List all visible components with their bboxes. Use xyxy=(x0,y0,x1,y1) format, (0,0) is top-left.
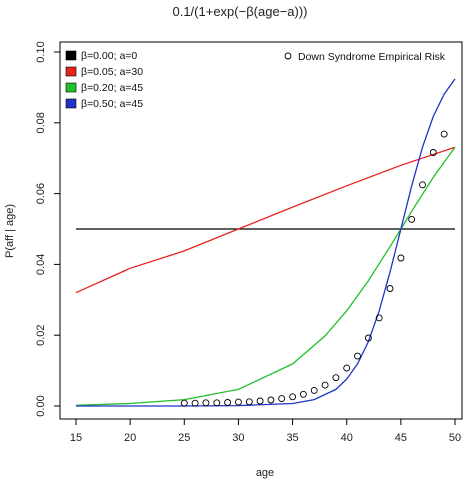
legend-swatch-1 xyxy=(65,66,77,77)
y-tick-label: 0.06 xyxy=(35,183,47,204)
y-axis-label: P(aff | age) xyxy=(4,204,16,258)
x-tick-label: 40 xyxy=(341,432,353,444)
x-tick-label: 50 xyxy=(449,432,461,444)
empirical-point xyxy=(419,181,426,189)
y-tick-label: 0.08 xyxy=(35,112,47,133)
empirical-point xyxy=(289,393,297,401)
x-axis: 15 20 25 30 35 40 45 50 xyxy=(70,418,461,444)
empirical-point xyxy=(354,352,361,360)
legend-point-marker xyxy=(284,52,292,60)
empirical-point xyxy=(321,381,329,389)
empirical-point xyxy=(234,398,242,406)
x-tick-label: 30 xyxy=(232,432,244,444)
series-layer xyxy=(75,78,456,407)
empirical-point xyxy=(299,390,307,398)
series-line-1 xyxy=(75,146,456,294)
y-tick-label: 0.00 xyxy=(35,395,47,416)
points-layer xyxy=(180,130,448,407)
empirical-point xyxy=(408,215,416,223)
x-tick-label: 35 xyxy=(286,432,298,444)
y-tick-label: 0.10 xyxy=(35,41,47,62)
x-tick-label: 20 xyxy=(124,432,136,444)
empirical-point xyxy=(180,399,188,407)
legend-label-1: β=0.05; a=30 xyxy=(81,66,143,78)
y-axis: 0.00 0.02 0.04 0.06 0.08 0.10 xyxy=(35,41,61,417)
legend-label-3: β=0.50; a=45 xyxy=(81,98,143,110)
empirical-point xyxy=(278,395,286,403)
series-line-2 xyxy=(75,146,456,406)
empirical-point xyxy=(397,254,405,262)
empirical-point xyxy=(310,386,318,394)
empirical-point xyxy=(191,399,199,407)
y-tick-label: 0.02 xyxy=(35,324,47,345)
legend: β=0.00; a=0 β=0.05; a=30 β=0.20; a=45 β=0.5… xyxy=(65,50,446,110)
legend-swatch-3 xyxy=(65,98,77,109)
empirical-point xyxy=(364,334,372,342)
empirical-point xyxy=(440,130,448,138)
empirical-point xyxy=(267,396,275,404)
x-tick-label: 45 xyxy=(395,432,407,444)
empirical-point xyxy=(332,374,340,382)
empirical-point xyxy=(245,398,253,406)
x-tick-label: 25 xyxy=(178,432,190,444)
series-line-3 xyxy=(76,78,456,407)
chart-title: 0.1/(1+exp(−β(age−a))) xyxy=(172,4,307,19)
empirical-point xyxy=(256,397,264,405)
empirical-point xyxy=(224,399,232,406)
empirical-point xyxy=(202,399,210,407)
empirical-point xyxy=(375,314,383,322)
x-tick-label: 15 xyxy=(70,432,82,444)
empirical-point xyxy=(386,285,394,292)
empirical-point xyxy=(429,149,437,156)
legend-label-2: β=0.20; a=45 xyxy=(81,82,143,94)
x-axis-label: age xyxy=(256,467,274,479)
legend-label-points: Down Syndrome Empirical Risk xyxy=(298,51,446,63)
legend-swatch-0 xyxy=(65,50,77,61)
empirical-point xyxy=(343,364,351,372)
legend-swatch-2 xyxy=(65,82,77,93)
legend-label-0: β=0.00; a=0 xyxy=(81,50,137,62)
y-tick-label: 0.04 xyxy=(35,254,47,275)
empirical-point xyxy=(213,399,221,407)
